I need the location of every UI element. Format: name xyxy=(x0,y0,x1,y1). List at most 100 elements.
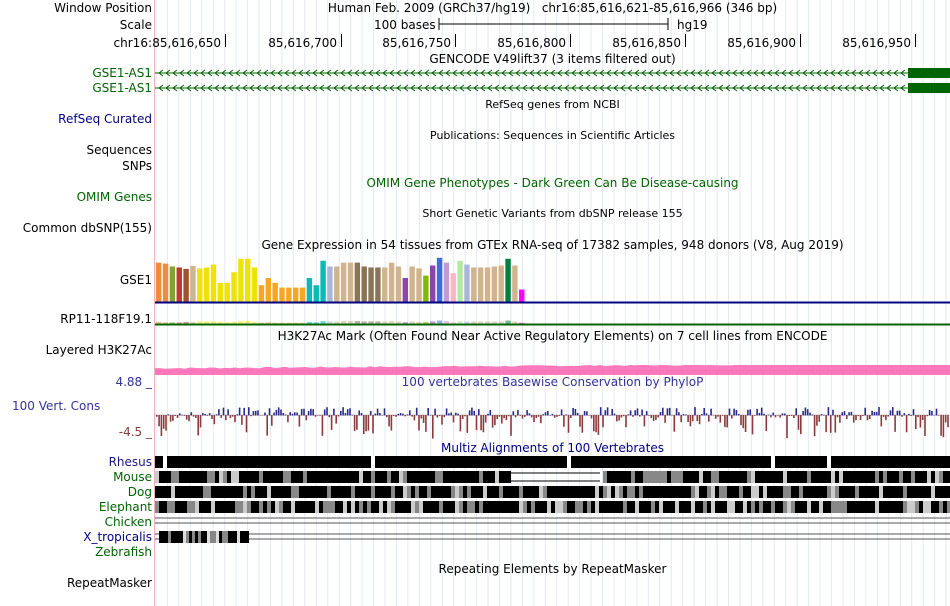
gtex-bar-rp11[interactable] xyxy=(416,321,422,324)
gtex-bar-rp11[interactable] xyxy=(443,320,450,324)
h3k27ac-signal[interactable] xyxy=(155,355,950,375)
publications-track-title[interactable]: Publications: Sequences in Scientific Ar… xyxy=(430,129,675,142)
multiz-xtrop-row[interactable] xyxy=(155,531,950,543)
gtex-bar-rp11[interactable] xyxy=(279,322,285,324)
gtex-bar-gse1[interactable] xyxy=(395,266,402,302)
gtex-bar-rp11[interactable] xyxy=(347,320,354,324)
gtex-bar-rp11[interactable] xyxy=(498,321,504,324)
gene-exon[interactable] xyxy=(908,68,950,78)
species-chicken-label[interactable]: Chicken xyxy=(104,515,152,529)
gtex-bar-gse1[interactable] xyxy=(279,287,285,302)
gtex-bar-gse1[interactable] xyxy=(471,267,477,302)
gtex-bar-gse1[interactable] xyxy=(231,272,237,302)
gtex-bar-gse1[interactable] xyxy=(382,267,388,302)
gtex-bar-gse1[interactable] xyxy=(430,265,436,302)
repeatmasker-label[interactable]: RepeatMasker xyxy=(66,576,152,590)
gtex-bar-rp11[interactable] xyxy=(293,322,299,324)
gtex-bar-rp11[interactable] xyxy=(457,320,463,324)
gtex-bar-gse1[interactable] xyxy=(190,266,196,302)
gtex-bar-rp11[interactable] xyxy=(238,320,244,324)
gtex-bar-gse1[interactable] xyxy=(251,267,258,302)
gtex-bar-rp11[interactable] xyxy=(519,322,525,324)
gtex-bar-rp11[interactable] xyxy=(313,322,319,324)
gtex-bar-gse1[interactable] xyxy=(245,258,251,302)
gtex-bar-rp11[interactable] xyxy=(505,320,511,324)
gtex-bar-rp11[interactable] xyxy=(224,322,230,324)
layered-h3k27ac-label[interactable]: Layered H3K27Ac xyxy=(45,343,152,357)
gtex-bar-rp11[interactable] xyxy=(210,321,217,324)
gtex-bar-gse1[interactable] xyxy=(258,285,265,302)
gtex-bar-rp11[interactable] xyxy=(450,321,456,324)
gene-model[interactable] xyxy=(155,68,950,78)
omim-track-title[interactable]: OMIM Gene Phenotypes - Dark Green Can Be… xyxy=(366,176,739,190)
gtex-bar-rp11[interactable] xyxy=(327,321,333,324)
gtex-bar-rp11[interactable] xyxy=(402,322,408,324)
gtex-bar-rp11[interactable] xyxy=(197,321,203,324)
gtex-bar-gse1[interactable] xyxy=(484,267,491,302)
gtex-bar-rp11[interactable] xyxy=(176,322,182,324)
gse1-label[interactable]: GSE1 xyxy=(119,273,152,287)
gtex-bar-gse1[interactable] xyxy=(464,264,470,302)
gtex-bar-rp11[interactable] xyxy=(382,321,388,324)
gtex-bar-rp11[interactable] xyxy=(340,320,347,324)
gtex-bar-rp11[interactable] xyxy=(258,322,265,324)
gtex-bar-gse1[interactable] xyxy=(409,266,415,302)
gtex-bar-gse1[interactable] xyxy=(320,260,326,302)
omim-genes-label[interactable]: OMIM Genes xyxy=(76,190,152,204)
gtex-bar-gse1[interactable] xyxy=(183,268,189,302)
gtex-bar-rp11[interactable] xyxy=(512,321,518,324)
gtex-bar-rp11[interactable] xyxy=(156,321,162,324)
gtex-bar-gse1[interactable] xyxy=(224,282,230,302)
gtex-track-title[interactable]: Gene Expression in 54 tissues from GTEx … xyxy=(261,238,844,252)
gtex-bar-gse1[interactable] xyxy=(176,267,182,302)
gtex-bar-rp11[interactable] xyxy=(203,321,210,324)
gtex-bar-rp11[interactable] xyxy=(251,321,258,324)
gtex-bar-gse1[interactable] xyxy=(169,266,176,302)
gtex-bar-gse1[interactable] xyxy=(340,262,347,302)
dbsnp-track-title[interactable]: Short Genetic Variants from dbSNP releas… xyxy=(422,207,683,220)
gtex-bar-gse1[interactable] xyxy=(388,262,395,302)
gtex-bar-rp11[interactable] xyxy=(169,322,176,324)
gtex-bar-rp11[interactable] xyxy=(409,321,415,324)
gtex-bar-rp11[interactable] xyxy=(265,322,271,324)
gene-exon[interactable] xyxy=(908,83,950,93)
species-xtropicalis-label[interactable]: X_tropicalis xyxy=(83,530,152,544)
gtex-bar-rp11[interactable] xyxy=(423,321,429,324)
gtex-bar-rp11[interactable] xyxy=(306,321,313,324)
gtex-bar-rp11[interactable] xyxy=(477,321,484,324)
gtex-bar-gse1[interactable] xyxy=(505,258,511,302)
gtex-bar-rp11[interactable] xyxy=(217,321,224,324)
gtex-bar-gse1[interactable] xyxy=(162,263,169,302)
gtex-bar-rp11[interactable] xyxy=(190,321,196,324)
multiz-species-row[interactable] xyxy=(155,471,950,483)
gtex-bar-gse1[interactable] xyxy=(238,258,244,302)
gtex-bar-rp11[interactable] xyxy=(491,321,498,324)
species-rhesus-label[interactable]: Rhesus xyxy=(108,455,152,469)
gtex-bar-gse1[interactable] xyxy=(272,282,278,302)
gtex-bar-chart[interactable] xyxy=(155,252,950,327)
species-mouse-label[interactable]: Mouse xyxy=(113,470,152,484)
phylop-track-title[interactable]: 100 vertebrates Basewise Conservation by… xyxy=(401,375,704,389)
gtex-bar-rp11[interactable] xyxy=(361,321,367,324)
multiz-species-row[interactable] xyxy=(155,486,950,498)
gtex-bar-rp11[interactable] xyxy=(471,321,477,324)
multiz-species-row[interactable] xyxy=(155,501,950,513)
gtex-bar-gse1[interactable] xyxy=(203,267,210,302)
gtex-bar-rp11[interactable] xyxy=(436,320,443,324)
gtex-bar-rp11[interactable] xyxy=(286,322,292,324)
gtex-bar-gse1[interactable] xyxy=(512,265,518,302)
gtex-bar-gse1[interactable] xyxy=(402,278,408,302)
gtex-bar-gse1[interactable] xyxy=(443,262,450,302)
common-dbsnp-label[interactable]: Common dbSNP(155) xyxy=(22,221,152,235)
species-zebrafish-label[interactable]: Zebrafish xyxy=(95,545,152,559)
gtex-bar-gse1[interactable] xyxy=(210,264,217,302)
gtex-bar-gse1[interactable] xyxy=(498,265,504,302)
gene-label-gse1-as1-2[interactable]: GSE1-AS1 xyxy=(92,81,152,95)
gtex-bar-rp11[interactable] xyxy=(334,321,340,324)
gtex-bar-gse1[interactable] xyxy=(299,287,306,302)
species-elephant-label[interactable]: Elephant xyxy=(98,500,152,514)
gtex-bar-gse1[interactable] xyxy=(327,266,333,302)
gtex-bar-rp11[interactable] xyxy=(245,320,251,324)
gtex-bar-rp11[interactable] xyxy=(368,321,374,324)
gtex-bar-rp11[interactable] xyxy=(375,321,381,324)
